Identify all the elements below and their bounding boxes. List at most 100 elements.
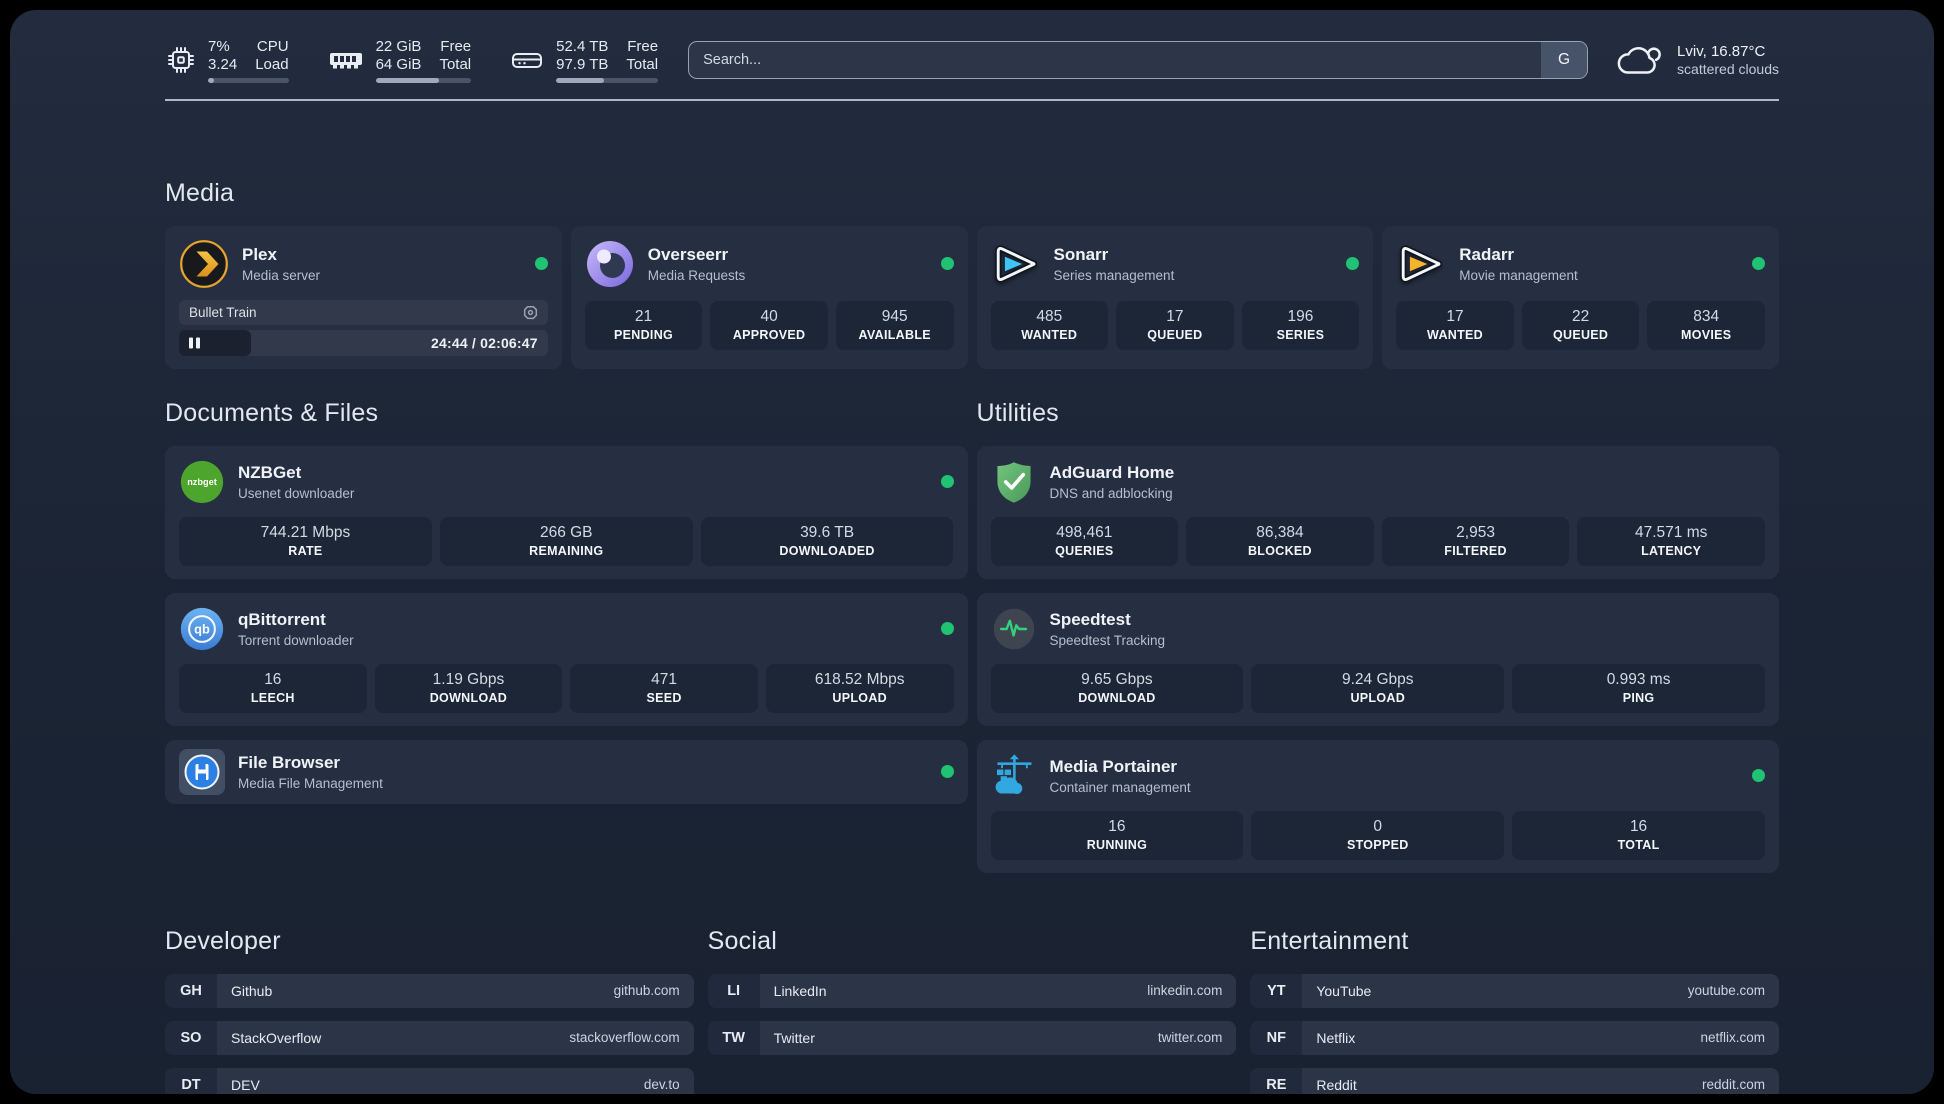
stat-download: 9.65 Gbps DOWNLOAD [990, 663, 1244, 713]
disk-icon [509, 45, 545, 75]
service-subtitle: Media File Management [238, 775, 383, 791]
cpu-widget: 7% 3.24 CPU Load [165, 38, 289, 83]
bookmark-twitter[interactable]: TW Twitter twitter.com [707, 1020, 1237, 1055]
status-dot [1752, 257, 1765, 270]
topbar-divider [165, 98, 1779, 101]
service-card-portainer[interactable]: Media Portainer Container management 16 … [976, 739, 1779, 873]
service-title: Plex [242, 245, 277, 265]
cpu-icon [165, 44, 197, 76]
bookmark-abbr: SO [165, 1020, 217, 1055]
bookmark-name: Reddit [1316, 1076, 1357, 1093]
disk-total-value: 97.9 TB [556, 55, 609, 73]
cpu-usage-label: CPU [256, 38, 289, 55]
service-card-qbittorrent[interactable]: qb qBittorrent Torrent downloader 16 LEE… [165, 592, 968, 726]
service-card-radarr[interactable]: Radarr Movie management 17 WANTED 22 QUE… [1382, 225, 1779, 369]
bookmark-url: reddit.com [1701, 1077, 1765, 1092]
search-input[interactable] [689, 42, 1542, 79]
service-card-sonarr[interactable]: Sonarr Series management 485 WANTED 17 Q… [976, 225, 1374, 369]
service-subtitle: DNS and adblocking [1049, 485, 1173, 501]
bookmark-name: YouTube [1316, 982, 1372, 999]
service-card-nzbget[interactable]: nzbget NZBGet Usenet downloader 744.21 M… [165, 445, 968, 579]
memory-total-label: Total [439, 55, 472, 73]
bookmark-group-developer: Developer GH Github github.com SO StackO… [165, 926, 694, 1094]
status-dot [940, 475, 954, 488]
pause-icon[interactable] [189, 337, 200, 348]
bookmark-url: twitter.com [1157, 1030, 1223, 1045]
service-card-plex[interactable]: Plex Media server Bullet Train [165, 225, 562, 369]
memory-widget: 22 GiB 64 GiB Free Total [327, 38, 472, 83]
section-utilities: Utilities [976, 399, 1779, 873]
stat-remaining: 266 GB REMAINING [439, 516, 693, 566]
bookmark-youtube[interactable]: YT YouTube youtube.com [1250, 973, 1779, 1008]
search-provider-button[interactable]: G [1541, 42, 1588, 79]
status-dot [1752, 769, 1765, 782]
service-title: Radarr [1459, 245, 1515, 265]
service-subtitle: Container management [1049, 779, 1191, 795]
service-subtitle: Media Requests [647, 267, 746, 283]
bookmark-dev[interactable]: DT DEV dev.to [165, 1067, 694, 1094]
bookmark-name: LinkedIn [773, 982, 827, 999]
qbittorrent-icon: qb [179, 606, 225, 652]
speedtest-icon [991, 606, 1037, 652]
bookmark-name: StackOverflow [231, 1029, 322, 1046]
stat-stopped: 0 STOPPED [1251, 810, 1505, 860]
cloud-icon [1614, 41, 1664, 79]
bookmark-netflix[interactable]: NF Netflix netflix.com [1250, 1020, 1779, 1055]
bookmark-abbr: NF [1250, 1020, 1303, 1055]
stat-upload: 9.24 Gbps UPLOAD [1251, 663, 1505, 713]
service-card-filebrowser[interactable]: File Browser Media File Management [165, 739, 968, 804]
disk-total-label: Total [626, 55, 659, 73]
bookmark-group-social: Social LI LinkedIn linkedin.com TW Twitt… [707, 927, 1237, 1068]
portainer-icon [991, 753, 1037, 799]
stat-leech: 16 LEECH [179, 663, 367, 713]
bookmark-github[interactable]: GH Github github.com [165, 973, 694, 1008]
bookmark-url: youtube.com [1687, 983, 1765, 998]
memory-free-label: Free [440, 38, 472, 55]
stat-wanted: 17 WANTED [1396, 300, 1514, 350]
weather-widget: Lviv, 16.87°C scattered clouds [1614, 41, 1779, 79]
playback-progress-bar[interactable]: 24:44 / 02:06:47 [179, 329, 548, 356]
service-card-adguard[interactable]: AdGuard Home DNS and adblocking 498,461 … [976, 445, 1779, 579]
weather-condition: scattered clouds [1677, 61, 1779, 78]
search-bar[interactable]: G [688, 41, 1589, 80]
service-subtitle: Speedtest Tracking [1049, 632, 1166, 648]
entertainment-heading: Entertainment [1250, 926, 1409, 955]
stat-filtered: 2,953 FILTERED [1381, 516, 1570, 566]
resource-widgets: 7% 3.24 CPU Load [165, 38, 659, 83]
service-subtitle: Movie management [1459, 267, 1578, 283]
disk-widget: 52.4 TB 97.9 TB Free Total [509, 38, 659, 83]
stat-approved: 40 APPROVED [710, 300, 828, 350]
stat-wanted: 485 WANTED [990, 300, 1109, 350]
stat-available: 945 AVAILABLE [835, 300, 954, 350]
settings-icon[interactable] [523, 305, 538, 320]
weather-location-temp: Lviv, 16.87°C [1677, 43, 1766, 61]
bookmark-linkedin[interactable]: LI LinkedIn linkedin.com [707, 973, 1237, 1008]
plex-now-playing: Bullet Train 24:44 / 02:06:47 [179, 299, 548, 356]
status-dot [940, 765, 954, 778]
service-subtitle: Usenet downloader [238, 485, 355, 501]
service-title: Speedtest [1049, 610, 1131, 630]
svg-text:qb: qb [194, 621, 210, 636]
overseerr-icon [585, 239, 635, 289]
disk-free-label: Free [627, 38, 659, 55]
documents-heading: Documents & Files [165, 398, 379, 427]
bookmark-stackoverflow[interactable]: SO StackOverflow stackoverflow.com [165, 1020, 694, 1055]
service-card-speedtest[interactable]: Speedtest Speedtest Tracking 9.65 Gbps D… [976, 592, 1779, 726]
stat-total: 16 TOTAL [1512, 810, 1765, 860]
bookmark-reddit[interactable]: RE Reddit reddit.com [1250, 1067, 1779, 1094]
developer-heading: Developer [165, 926, 281, 955]
service-title: Sonarr [1053, 245, 1109, 265]
now-playing-row: Bullet Train [179, 299, 548, 325]
filebrowser-icon [179, 748, 225, 795]
status-dot [534, 257, 548, 270]
adguard-icon [991, 459, 1037, 505]
stat-queued: 22 QUEUED [1521, 300, 1640, 350]
stat-seed: 471 SEED [570, 663, 758, 713]
service-card-overseerr[interactable]: Overseerr Media Requests 21 PENDING 40 A… [570, 225, 968, 369]
stat-pending: 21 PENDING [584, 300, 703, 350]
now-playing-title: Bullet Train [189, 304, 257, 320]
bookmark-name: Twitter [773, 1029, 815, 1046]
service-title: File Browser [238, 753, 341, 773]
stat-rate: 744.21 Mbps RATE [179, 516, 432, 566]
service-title: Media Portainer [1049, 757, 1178, 777]
